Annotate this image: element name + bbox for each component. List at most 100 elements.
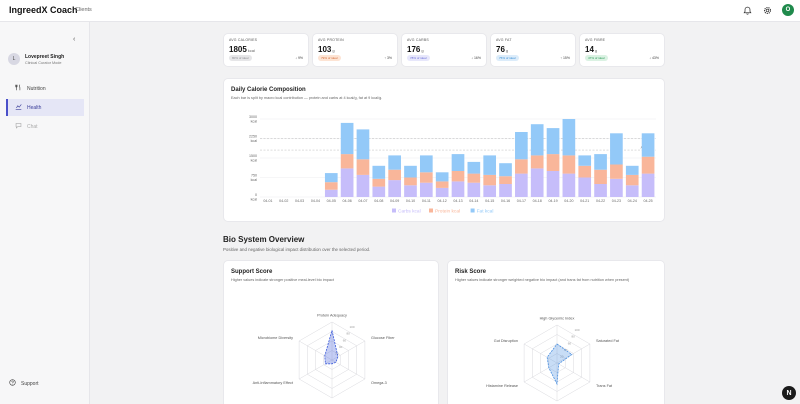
bar-segment[interactable] <box>578 155 592 166</box>
bar-segment[interactable] <box>499 184 512 197</box>
bar-segment[interactable] <box>451 154 465 171</box>
bar-segment[interactable] <box>625 165 639 175</box>
bar-segment[interactable] <box>546 171 560 197</box>
bar-segment[interactable] <box>594 169 607 184</box>
bar-segment[interactable] <box>388 180 401 197</box>
bar-segment[interactable] <box>419 172 433 183</box>
x-tick-label: 04-18 <box>533 199 542 203</box>
bar-segment[interactable] <box>641 173 655 197</box>
bar-segment[interactable] <box>404 177 417 186</box>
x-tick-label: 04-09 <box>390 199 399 203</box>
bar-segment[interactable] <box>483 155 497 175</box>
brand-title[interactable]: IngreedX Coach <box>9 5 78 15</box>
bar-segment[interactable] <box>356 159 370 175</box>
bar-segment[interactable] <box>340 122 354 155</box>
sidebar-user-role: Clinical Curator Mode <box>25 60 62 65</box>
bar-segment[interactable] <box>419 155 433 173</box>
bar-segment[interactable] <box>404 165 417 178</box>
stat-card: AVG FIBRE 14g 47% of ideal ↓ 43% <box>579 33 665 67</box>
bar-segment[interactable] <box>530 124 544 156</box>
radar-axis-label: Glucose Fiber <box>371 336 395 340</box>
bar-segment[interactable] <box>530 155 544 169</box>
bar-segment[interactable] <box>324 173 338 183</box>
bar-segment[interactable] <box>372 178 386 187</box>
bar-segment[interactable] <box>499 163 512 177</box>
sidebar-item-chat[interactable]: Chat <box>6 118 84 135</box>
legend-label[interactable]: Carbs kcal <box>398 208 421 214</box>
bar-segment[interactable] <box>515 173 528 197</box>
bar-segment[interactable] <box>483 174 497 186</box>
x-tick-label: 04-17 <box>517 199 526 203</box>
chat-icon <box>15 122 22 131</box>
bar-segment[interactable] <box>451 171 465 182</box>
bar-segment[interactable] <box>562 119 576 156</box>
bar-segment[interactable] <box>610 164 623 179</box>
bar-segment[interactable] <box>562 155 576 174</box>
bar-segment[interactable] <box>340 168 354 197</box>
bar-segment[interactable] <box>324 189 338 197</box>
legend-swatch <box>470 208 475 213</box>
bar-segment[interactable] <box>419 182 433 197</box>
bell-icon[interactable] <box>742 5 752 15</box>
bar-segment[interactable] <box>546 128 560 155</box>
x-tick-label: 04-15 <box>485 199 494 203</box>
radar-spoke <box>556 343 591 364</box>
bar-segment[interactable] <box>356 129 370 160</box>
radar-spoke <box>298 359 333 380</box>
bar-segment[interactable] <box>625 185 639 197</box>
radar-tick-label: 80 <box>572 335 576 339</box>
user-avatar[interactable]: O <box>782 4 794 16</box>
sidebar-item-nutrition[interactable]: Nutrition <box>6 80 84 97</box>
support-link[interactable]: Support <box>9 379 39 388</box>
bar-segment[interactable] <box>467 173 481 183</box>
bar-segment[interactable] <box>435 187 449 197</box>
bar-segment[interactable] <box>515 159 528 174</box>
bar-segment[interactable] <box>435 172 449 182</box>
radar-series-area[interactable] <box>546 343 573 386</box>
bar-segment[interactable] <box>372 165 386 179</box>
support-score-subtitle: Higher values indicate stronger positive… <box>231 278 334 282</box>
sidebar-item-health[interactable]: Health <box>6 99 84 116</box>
bar-segment[interactable] <box>324 182 338 190</box>
bar-segment[interactable] <box>404 185 417 197</box>
bar-segment[interactable] <box>499 176 512 184</box>
bar-segment[interactable] <box>625 174 639 186</box>
collapse-sidebar-button[interactable]: ‹ <box>73 36 76 43</box>
y-tick-label: 3000 <box>249 115 257 119</box>
bar-segment[interactable] <box>578 165 592 178</box>
bar-segment[interactable] <box>388 155 401 170</box>
bar-segment[interactable] <box>372 186 386 197</box>
y-tick-unit: kcal <box>251 139 258 143</box>
bar-segment[interactable] <box>546 154 560 171</box>
radar-axis-label: Gut Disruption <box>494 339 518 343</box>
bar-segment[interactable] <box>340 154 354 169</box>
bar-segment[interactable] <box>594 154 607 170</box>
stat-label: AVG CARBS <box>407 38 429 42</box>
bar-segment[interactable] <box>515 132 528 160</box>
x-tick-label: 04-07 <box>358 199 367 203</box>
bar-segment[interactable] <box>610 178 623 197</box>
bar-segment[interactable] <box>641 156 655 174</box>
legend-label[interactable]: Protein kcal <box>435 208 460 214</box>
gear-icon[interactable] <box>762 5 772 15</box>
bar-segment[interactable] <box>530 168 544 197</box>
bar-segment[interactable] <box>467 161 481 174</box>
bar-segment[interactable] <box>388 169 401 181</box>
bar-segment[interactable] <box>578 177 592 198</box>
legend-label[interactable]: Fat kcal <box>477 208 494 214</box>
nav-clients-link[interactable]: Clients <box>75 7 92 13</box>
assistant-fab-button[interactable]: N <box>782 386 796 400</box>
bar-segment[interactable] <box>641 133 655 157</box>
radar-series-area[interactable] <box>324 330 339 365</box>
support-score-title: Support Score <box>231 269 273 275</box>
bar-segment[interactable] <box>483 185 497 197</box>
bar-segment[interactable] <box>356 174 370 197</box>
bar-segment[interactable] <box>435 181 449 188</box>
bar-segment[interactable] <box>467 182 481 197</box>
stat-card: AVG CARBS 176g 78% of ideal ↓ 16% <box>401 33 487 67</box>
bar-segment[interactable] <box>451 181 465 197</box>
radar-tick-label: 20 <box>335 351 339 355</box>
bar-segment[interactable] <box>562 173 576 197</box>
bar-segment[interactable] <box>610 133 623 165</box>
bar-segment[interactable] <box>594 184 607 197</box>
